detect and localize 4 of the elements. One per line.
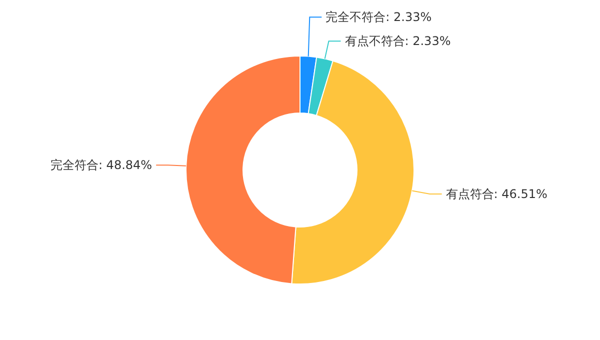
slice-label: 完全符合: 48.84% — [50, 158, 152, 172]
slice-label: 有点不符合: 2.33% — [344, 34, 451, 48]
slice-label: 完全不符合: 2.33% — [326, 10, 432, 24]
slice-label: 有点符合: 46.51% — [446, 187, 548, 202]
